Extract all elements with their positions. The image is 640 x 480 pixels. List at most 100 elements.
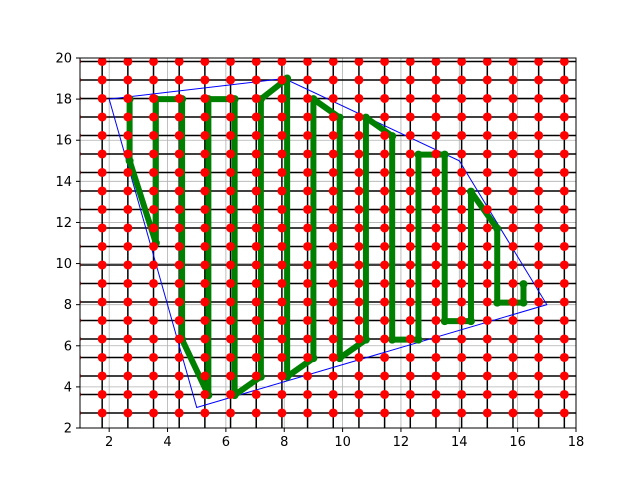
grid-point [174, 352, 184, 362]
grid-point [97, 58, 107, 66]
grid-point [277, 186, 287, 196]
grid-point [200, 130, 210, 140]
grid-point [123, 352, 133, 362]
grid-point [97, 186, 107, 196]
grid-point [251, 371, 261, 381]
grid-point [508, 149, 518, 159]
grid-points [80, 58, 569, 418]
grid-point [97, 260, 107, 270]
grid-point [431, 93, 441, 103]
grid-point [328, 260, 338, 270]
grid-point [457, 241, 467, 251]
grid-point [482, 334, 492, 344]
grid-point [251, 241, 261, 251]
grid-point [405, 389, 415, 399]
grid-point [482, 75, 492, 85]
path-point [388, 132, 397, 141]
grid-point [149, 149, 159, 159]
grid-point [431, 371, 441, 381]
grid-point [354, 186, 364, 196]
grid-point [534, 389, 544, 399]
grid-point [97, 278, 107, 288]
grid-point [559, 241, 569, 251]
grid-point [97, 408, 107, 418]
grid-point [200, 278, 210, 288]
y-tick-label: 8 [64, 298, 72, 313]
grid-point [328, 204, 338, 214]
grid-point [149, 260, 159, 270]
grid-point [354, 130, 364, 140]
grid-point [457, 223, 467, 233]
grid-point [534, 241, 544, 251]
grid-point [482, 186, 492, 196]
grid-point [174, 112, 184, 122]
grid-point [354, 334, 364, 344]
grid-point [482, 58, 492, 66]
grid-point [559, 186, 569, 196]
grid-point [380, 112, 390, 122]
grid-point [303, 149, 313, 159]
grid-point [251, 58, 261, 66]
grid-point [251, 204, 261, 214]
grid-point [303, 334, 313, 344]
grid-point [534, 371, 544, 381]
grid-point [328, 278, 338, 288]
grid-point [123, 75, 133, 85]
grid-point [97, 223, 107, 233]
grid-point [200, 389, 210, 399]
grid-point [97, 334, 107, 344]
grid-point [174, 389, 184, 399]
grid-point [405, 297, 415, 307]
grid-point [405, 186, 415, 196]
grid-point [226, 278, 236, 288]
grid-point [380, 58, 390, 66]
grid-point [559, 58, 569, 66]
grid-point [328, 371, 338, 381]
grid-point [405, 371, 415, 381]
grid-point [431, 278, 441, 288]
grid-point [405, 75, 415, 85]
grid-point [277, 297, 287, 307]
grid-point [97, 93, 107, 103]
grid-point [328, 149, 338, 159]
path-point [414, 150, 423, 159]
grid-point [226, 334, 236, 344]
grid-point [508, 93, 518, 103]
grid-point [277, 223, 287, 233]
grid-point [380, 371, 390, 381]
grid-point [457, 352, 467, 362]
grid-point [123, 167, 133, 177]
x-tick-label: 10 [334, 435, 351, 450]
grid-point [482, 93, 492, 103]
grid-point [457, 130, 467, 140]
grid-point [200, 408, 210, 418]
grid-point [354, 93, 364, 103]
grid-point [251, 389, 261, 399]
grid-point [508, 241, 518, 251]
grid-point [226, 167, 236, 177]
grid-point [303, 352, 313, 362]
path-point [361, 335, 370, 344]
grid-point [354, 297, 364, 307]
grid-point [482, 167, 492, 177]
y-tick-label: 10 [55, 257, 72, 272]
grid-point [123, 260, 133, 270]
grid-point [174, 260, 184, 270]
grid-point [534, 297, 544, 307]
grid-point [457, 112, 467, 122]
grid-point [97, 352, 107, 362]
grid-point [226, 389, 236, 399]
grid-point [405, 112, 415, 122]
grid-point [277, 130, 287, 140]
grid-point [405, 223, 415, 233]
grid-point [226, 204, 236, 214]
y-tick-label: 12 [55, 216, 72, 231]
grid-point [277, 241, 287, 251]
path-point [335, 354, 344, 363]
grid-point [123, 315, 133, 325]
grid-point [354, 241, 364, 251]
grid-point [508, 204, 518, 214]
path-point [388, 335, 397, 344]
grid-point [328, 93, 338, 103]
